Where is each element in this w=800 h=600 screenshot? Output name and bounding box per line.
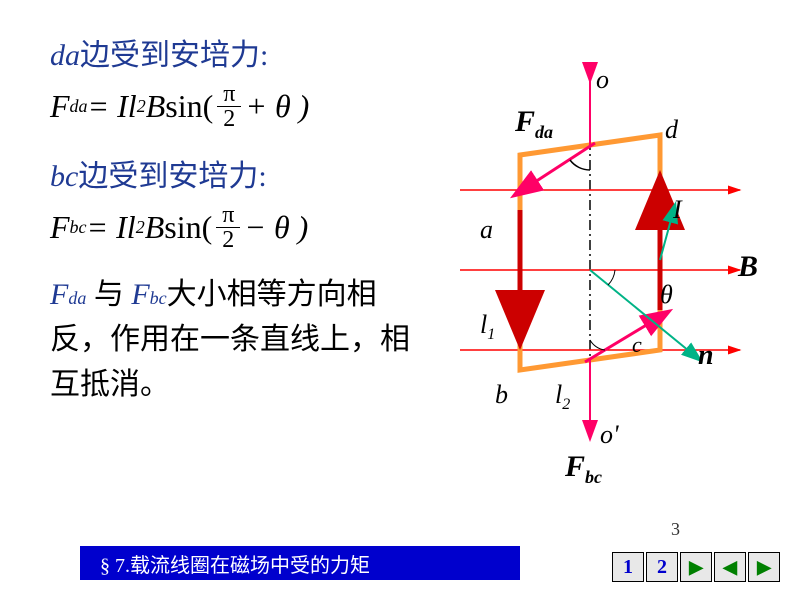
label-I: I [673, 195, 682, 225]
label-l2: l2 [555, 380, 570, 414]
angle-arc-top [570, 160, 590, 170]
label-o: o [596, 65, 609, 95]
page-number: 3 [671, 519, 680, 540]
label-Fbc: Fbc [565, 450, 602, 488]
nav-2[interactable]: 2 [646, 552, 678, 582]
summary-text: Fda 与 Fbc大小相等方向相反，作用在一条直线上，相互抵消。 [50, 272, 430, 407]
label-B: B [738, 250, 758, 284]
label-theta: θ [660, 280, 673, 310]
nav-next-icon[interactable]: ▶ [748, 552, 780, 582]
da-prefix: da [50, 39, 80, 72]
label-d: d [665, 115, 678, 145]
loop-diagram: o d a b c I B n θ l1 l2 o' Fda Fbc [420, 60, 760, 480]
label-b: b [495, 380, 508, 410]
nav-play-icon[interactable]: ▶ [680, 552, 712, 582]
label-o2: o' [600, 420, 619, 450]
footer-title: § 7.载流线圈在磁场中受的力矩 [80, 546, 520, 580]
label-c: c [632, 332, 642, 358]
n-vector [590, 270, 700, 360]
label-n: n [698, 340, 714, 372]
nav-prev-icon[interactable]: ◀ [714, 552, 746, 582]
frac-pi2-2: π 2 [216, 203, 240, 252]
label-a: a [480, 215, 493, 245]
angle-arc-theta [608, 270, 615, 285]
bc-rest: 边受到安培力: [78, 160, 266, 193]
bc-prefix: bc [50, 160, 78, 193]
da-rest: 边受到安培力: [80, 39, 268, 72]
angle-arc-bot [590, 340, 605, 350]
nav-buttons: 1 2 ▶ ◀ ▶ [612, 552, 780, 582]
label-l1: l1 [480, 310, 495, 344]
diagram-svg [420, 60, 760, 480]
label-Fda: Fda [515, 105, 553, 143]
frac-pi2-1: π 2 [217, 82, 241, 131]
nav-1[interactable]: 1 [612, 552, 644, 582]
